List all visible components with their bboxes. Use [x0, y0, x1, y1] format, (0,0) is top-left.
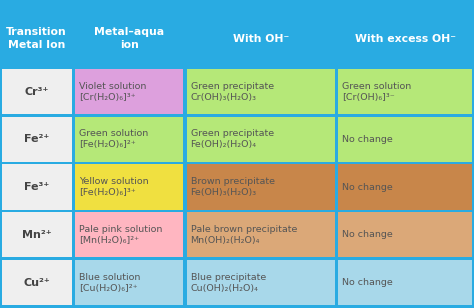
- Text: Cu²⁺: Cu²⁺: [23, 278, 50, 288]
- Text: Fe³⁺: Fe³⁺: [24, 182, 49, 192]
- Text: Blue solution
[Cu(H₂O)₆]²⁺: Blue solution [Cu(H₂O)₆]²⁺: [79, 273, 140, 293]
- Bar: [2, 117, 72, 162]
- Bar: [2, 10, 72, 67]
- Text: Violet solution
[Cr(H₂O)₆]³⁺: Violet solution [Cr(H₂O)₆]³⁺: [79, 82, 146, 102]
- Bar: [187, 164, 335, 210]
- Bar: [338, 69, 472, 114]
- Bar: [338, 164, 472, 210]
- Bar: [2, 69, 72, 114]
- Text: With OH⁻: With OH⁻: [233, 34, 289, 43]
- Text: Green precipitate
Fe(OH)₂(H₂O)₄: Green precipitate Fe(OH)₂(H₂O)₄: [191, 129, 273, 149]
- Bar: [338, 260, 472, 305]
- Bar: [75, 69, 183, 114]
- Bar: [187, 260, 335, 305]
- Bar: [2, 212, 72, 257]
- Bar: [338, 10, 472, 67]
- Text: Green solution
[Fe(H₂O)₆]²⁺: Green solution [Fe(H₂O)₆]²⁺: [79, 129, 148, 149]
- Text: Pale brown precipitate
Mn(OH)₂(H₂O)₄: Pale brown precipitate Mn(OH)₂(H₂O)₄: [191, 225, 297, 245]
- Bar: [187, 69, 335, 114]
- Bar: [75, 117, 183, 162]
- Text: Cr³⁺: Cr³⁺: [25, 87, 49, 97]
- Bar: [2, 164, 72, 210]
- Text: Fe²⁺: Fe²⁺: [24, 134, 49, 144]
- Bar: [338, 117, 472, 162]
- Bar: [187, 10, 335, 67]
- Text: Metal–aqua
ion: Metal–aqua ion: [94, 27, 164, 50]
- Bar: [338, 212, 472, 257]
- Bar: [75, 212, 183, 257]
- Text: Mn²⁺: Mn²⁺: [22, 230, 52, 240]
- Text: No change: No change: [342, 278, 393, 287]
- Text: Transition
Metal Ion: Transition Metal Ion: [6, 27, 67, 50]
- Text: Brown precipitate
Fe(OH)₃(H₂O)₃: Brown precipitate Fe(OH)₃(H₂O)₃: [191, 177, 274, 197]
- Bar: [187, 117, 335, 162]
- Text: No change: No change: [342, 135, 393, 144]
- Text: Green precipitate
Cr(OH)₃(H₂O)₃: Green precipitate Cr(OH)₃(H₂O)₃: [191, 82, 273, 102]
- Bar: [75, 10, 183, 67]
- Text: Pale pink solution
[Mn(H₂O)₆]²⁺: Pale pink solution [Mn(H₂O)₆]²⁺: [79, 225, 163, 245]
- Bar: [187, 212, 335, 257]
- Bar: [75, 260, 183, 305]
- Bar: [75, 164, 183, 210]
- Bar: [2, 260, 72, 305]
- Text: No change: No change: [342, 183, 393, 192]
- Text: Blue precipitate
Cu(OH)₂(H₂O)₄: Blue precipitate Cu(OH)₂(H₂O)₄: [191, 273, 266, 293]
- Text: Yellow solution
[Fe(H₂O)₆]³⁺: Yellow solution [Fe(H₂O)₆]³⁺: [79, 177, 149, 197]
- Text: No change: No change: [342, 230, 393, 239]
- Text: With excess OH⁻: With excess OH⁻: [355, 34, 456, 43]
- Text: Green solution
[Cr(OH)₆]³⁻: Green solution [Cr(OH)₆]³⁻: [342, 82, 411, 102]
